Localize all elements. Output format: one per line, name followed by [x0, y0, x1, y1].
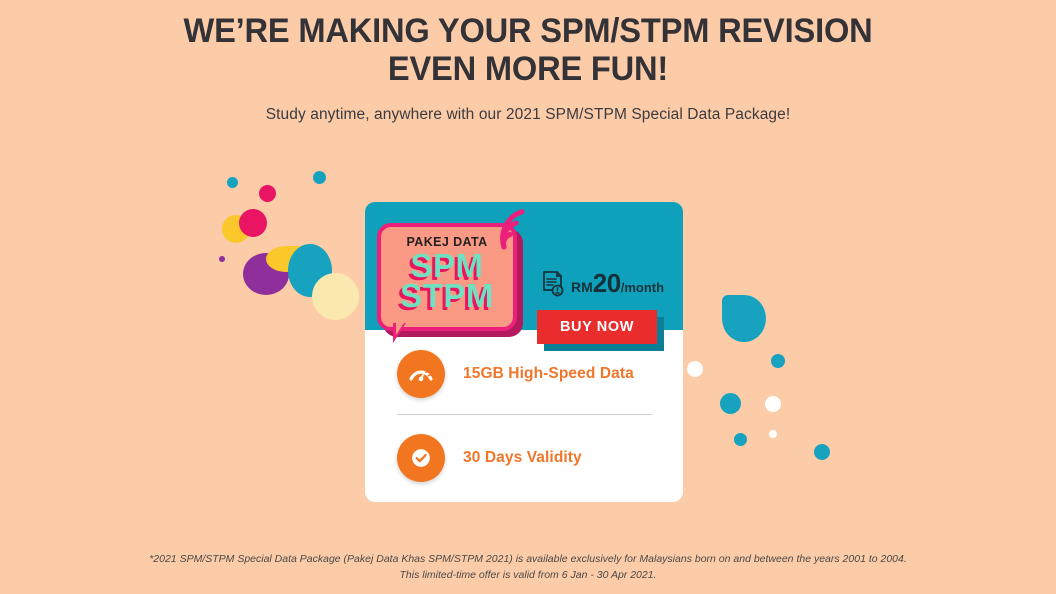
confetti-dot-pink-1	[259, 185, 276, 202]
badge-title-line-2: STPM	[400, 277, 494, 315]
confetti-dot-white-3	[769, 430, 777, 438]
headline-line-1: WE’RE MAKING YOUR SPM/STPM REVISION	[183, 12, 873, 50]
confetti-dot-white-1	[687, 361, 703, 377]
confetti-dot-teal-4	[720, 393, 741, 414]
confetti-dot-tiny-purple	[219, 256, 225, 262]
speedometer-icon	[397, 350, 445, 398]
feature-item-validity: 30 Days Validity	[397, 434, 655, 482]
product-card: PAKEJ DATA SPM STPM RM20/month	[365, 202, 683, 502]
footer-disclaimer: *2021 SPM/STPM Special Data Package (Pak…	[0, 552, 1056, 584]
confetti-drop-teal-right	[722, 295, 766, 342]
feature-label: 15GB High-Speed Data	[463, 365, 634, 383]
package-badge: PAKEJ DATA SPM STPM	[377, 223, 523, 343]
feature-item-data: 15GB High-Speed Data	[397, 350, 655, 398]
page-title: WE’RE MAKING YOUR SPM/STPM REVISION EVEN…	[21, 0, 1035, 88]
confetti-dot-white-2	[765, 396, 781, 412]
confetti-dot-cream	[312, 273, 359, 320]
hero-stage: PAKEJ DATA SPM STPM RM20/month	[0, 140, 1056, 540]
badge-box: PAKEJ DATA SPM STPM	[377, 223, 517, 331]
page-subtitle: Study anytime, anywhere with our 2021 SP…	[265, 106, 791, 124]
price-amount: 20	[592, 268, 621, 298]
price-block: RM20/month	[540, 268, 664, 299]
footer-line-2: This limited-time offer is valid from 6 …	[399, 568, 657, 581]
feature-label: 30 Days Validity	[463, 449, 582, 467]
badge-eyebrow: PAKEJ DATA	[406, 235, 488, 249]
check-circle-icon	[397, 434, 445, 482]
confetti-dot-teal-2	[227, 177, 238, 188]
badge-tail-inner	[396, 323, 404, 335]
confetti-dot-teal-5	[734, 433, 747, 446]
confetti-dot-teal-6	[814, 444, 830, 460]
confetti-dot-teal-1	[313, 171, 326, 184]
confetti-dot-teal-3	[771, 354, 785, 368]
price-label: RM20/month	[571, 268, 664, 299]
confetti-dot-pink-2	[239, 209, 267, 237]
headline-line-2: EVEN MORE FUN!	[387, 50, 669, 89]
price-currency: RM	[571, 279, 593, 295]
price-period: /month	[620, 280, 665, 295]
bill-document-icon	[540, 270, 564, 297]
footer-line-1: *2021 SPM/STPM Special Data Package (Pak…	[149, 553, 907, 565]
badge-title: SPM STPM	[381, 247, 513, 315]
buy-now-button[interactable]: BUY NOW	[537, 310, 657, 344]
feature-divider	[397, 414, 652, 415]
badge-title-line-1: SPM	[410, 247, 484, 284]
wifi-signal-icon	[490, 207, 536, 251]
